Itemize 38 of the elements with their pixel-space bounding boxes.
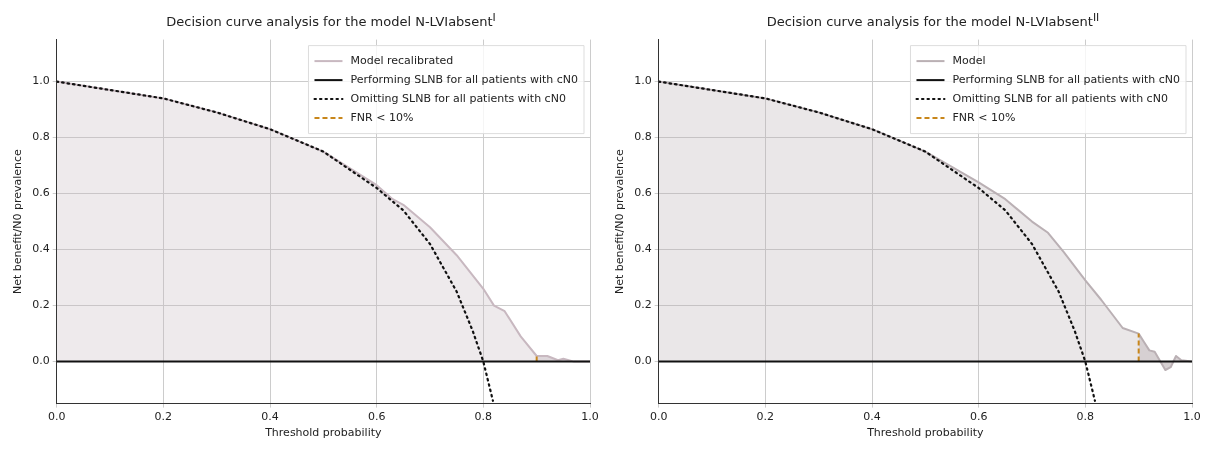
y-axis-title: Net benefit/N0 prevalence [11, 148, 25, 295]
y-tick-label: 0.6 [32, 186, 50, 200]
x-tick-label: 0.2 [154, 410, 173, 424]
legend-label: Performing SLNB for all patients with cN0 [350, 72, 579, 86]
y-tick-label: 0.8 [634, 130, 652, 144]
legend-label: Omitting SLNB for all patients with cN0 [952, 91, 1168, 105]
y-tick-label: 1.0 [32, 74, 50, 88]
x-tick-label: 0.0 [649, 410, 668, 424]
x-tick-label: 0.2 [756, 410, 775, 424]
x-tick-label: 0.6 [367, 410, 386, 424]
x-tick-label: 0.0 [47, 410, 66, 424]
y-tick-label: 0.2 [32, 298, 50, 312]
legend-label: Performing SLNB for all patients with cN0 [952, 72, 1181, 86]
y-axis-title: Net benefit/N0 prevalence [613, 148, 627, 295]
x-tick-label: 0.8 [474, 410, 493, 424]
x-tick-label: 0.4 [261, 410, 279, 424]
y-tick-label: 1.0 [634, 74, 652, 88]
x-axis-title: Threshold probability [866, 426, 985, 440]
x-tick-label: 0.6 [969, 410, 988, 424]
y-tick-label: 0.2 [634, 298, 652, 312]
legend-label: FNR < 10% [350, 110, 414, 124]
y-tick-label: 0.0 [634, 354, 652, 368]
legend-label: Omitting SLNB for all patients with cN0 [350, 91, 566, 105]
x-tick-label: 0.8 [1076, 410, 1095, 424]
x-tick-label: 1.0 [581, 410, 599, 424]
y-tick-label: 0.8 [32, 130, 50, 144]
x-tick-label: 0.4 [863, 410, 881, 424]
y-tick-label: 0.0 [32, 354, 50, 368]
x-tick-label: 1.0 [1183, 410, 1201, 424]
legend-label: Model recalibrated [350, 53, 454, 67]
chart-title: Decision curve analysis for the model N-LVIabsent$^{II}$ [765, 10, 1100, 30]
x-axis-title: Threshold probability [264, 426, 383, 440]
y-tick-label: 0.4 [634, 242, 652, 256]
chart-title: Decision curve analysis for the model N-LVIabsent$^{I}$ [165, 10, 496, 30]
y-tick-label: 0.4 [32, 242, 50, 256]
legend-label: Model [952, 53, 986, 67]
legend-label: FNR < 10% [952, 110, 1016, 124]
y-tick-label: 0.6 [634, 186, 652, 200]
